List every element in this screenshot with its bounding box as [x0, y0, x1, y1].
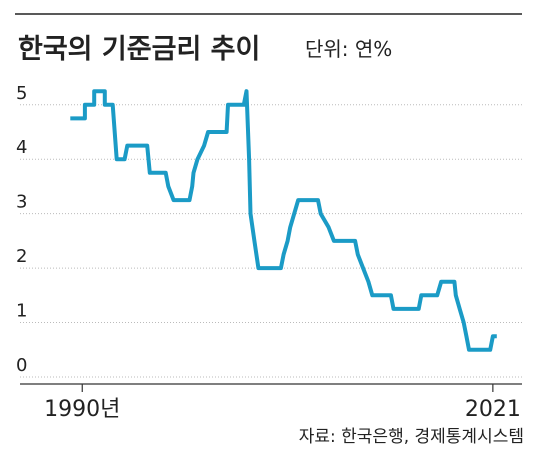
- y-tick-label: 3: [16, 192, 27, 213]
- source-note: 자료: 한국은행, 경제통계시스템: [299, 427, 524, 447]
- x-tick-label: 1990년: [44, 397, 120, 422]
- chart-subtitle: 단위: 연%: [305, 37, 392, 61]
- chart-title: 한국의 기준금리 추이: [18, 34, 260, 65]
- y-tick-label: 0: [16, 355, 27, 376]
- y-tick-label: 2: [16, 246, 27, 267]
- y-tick-label: 1: [16, 301, 27, 322]
- x-tick-label: 2021: [465, 397, 521, 422]
- y-tick-label: 4: [16, 137, 27, 158]
- rate-line: [70, 89, 497, 352]
- y-tick-label: 5: [16, 83, 27, 104]
